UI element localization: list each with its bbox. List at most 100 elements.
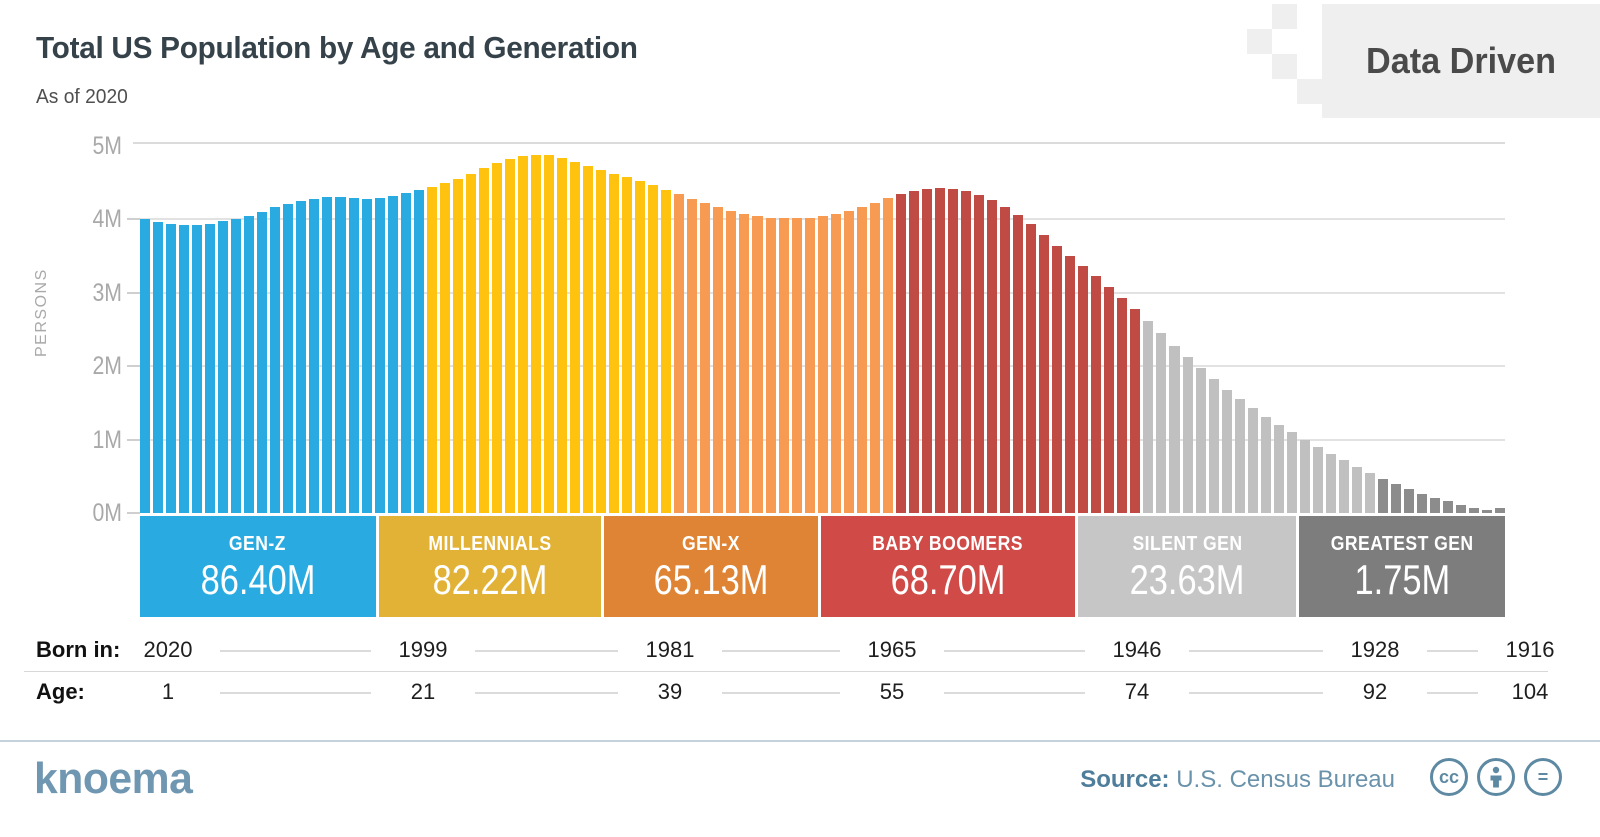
bar-age-104 bbox=[1495, 507, 1506, 513]
y-tick-label: 3M bbox=[92, 278, 122, 307]
bar-age-49 bbox=[778, 218, 789, 513]
generation-total: 86.40M bbox=[200, 556, 316, 603]
bars-container bbox=[140, 142, 1506, 513]
bar-age-92 bbox=[1338, 460, 1349, 513]
generation-name: GEN-X bbox=[682, 533, 741, 555]
page-subtitle: As of 2020 bbox=[36, 86, 128, 108]
bar-age-88 bbox=[1286, 432, 1297, 513]
bar-age-47 bbox=[752, 216, 763, 513]
bar-age-4 bbox=[192, 225, 203, 513]
bar-age-84 bbox=[1234, 399, 1245, 513]
bar-age-60 bbox=[921, 189, 932, 513]
bar-age-21 bbox=[413, 189, 424, 513]
generation-band-greatest-gen: GREATEST GEN 1.75M bbox=[1299, 516, 1505, 617]
bar-age-74 bbox=[1104, 286, 1115, 513]
axis-dash bbox=[1189, 650, 1323, 652]
checker-square bbox=[1297, 79, 1322, 104]
bar-age-15 bbox=[335, 197, 346, 513]
bar-age-99 bbox=[1430, 497, 1441, 513]
generation-total: 23.63M bbox=[1129, 556, 1245, 603]
bar-age-28 bbox=[504, 158, 515, 513]
bar-age-34 bbox=[583, 166, 594, 513]
born-year-1965: 1965 bbox=[867, 637, 917, 662]
bar-age-96 bbox=[1391, 483, 1402, 513]
attribution-icon[interactable] bbox=[1477, 758, 1515, 796]
bar-age-89 bbox=[1299, 439, 1310, 513]
bar-age-26 bbox=[478, 168, 489, 513]
axis-dash bbox=[944, 692, 1085, 694]
bar-age-0 bbox=[140, 219, 151, 513]
bar-age-30 bbox=[530, 154, 541, 513]
bar-age-90 bbox=[1312, 446, 1323, 513]
bar-age-45 bbox=[726, 211, 737, 513]
bar-age-18 bbox=[374, 197, 385, 513]
bar-age-63 bbox=[960, 191, 971, 513]
bar-age-56 bbox=[869, 203, 880, 513]
generation-name: SILENT GEN bbox=[1132, 533, 1243, 555]
age-value-55: 55 bbox=[879, 679, 905, 704]
axis-dash bbox=[475, 650, 618, 652]
age-value-21: 21 bbox=[410, 679, 436, 704]
age-value-74: 74 bbox=[1124, 679, 1150, 704]
bar-age-22 bbox=[426, 186, 437, 513]
bar-age-42 bbox=[687, 198, 698, 513]
bar-age-46 bbox=[739, 214, 750, 513]
bar-age-7 bbox=[231, 219, 242, 513]
bar-age-71 bbox=[1065, 255, 1076, 513]
generation-name: MILLENNIALS bbox=[428, 533, 552, 555]
bar-age-65 bbox=[987, 200, 998, 513]
bar-age-87 bbox=[1273, 424, 1284, 513]
generation-bands: GEN-Z 86.40M MILLENNIALS 82.22M GEN-X 65.13M B… bbox=[140, 516, 1505, 617]
bar-age-16 bbox=[348, 197, 359, 513]
bar-age-76 bbox=[1130, 308, 1141, 513]
footer-divider bbox=[0, 740, 1600, 742]
y-tick-mark bbox=[127, 291, 140, 294]
bar-age-62 bbox=[947, 189, 958, 513]
page-title: Total US Population by Age and Generatio… bbox=[36, 30, 638, 65]
cc-icon[interactable]: cc bbox=[1430, 758, 1468, 796]
axis-dash bbox=[722, 650, 840, 652]
bar-age-70 bbox=[1052, 245, 1063, 513]
y-axis-label: PERSONS bbox=[33, 268, 50, 357]
equal-icon[interactable]: = bbox=[1524, 758, 1562, 796]
plot-top-border bbox=[133, 142, 1505, 144]
bar-age-81 bbox=[1195, 368, 1206, 513]
checker-square bbox=[1272, 4, 1297, 29]
source-label: Source: bbox=[1080, 766, 1170, 793]
bar-age-36 bbox=[609, 173, 620, 513]
bar-age-9 bbox=[257, 211, 268, 513]
bar-age-93 bbox=[1351, 466, 1362, 513]
bar-age-13 bbox=[309, 198, 320, 513]
bar-age-11 bbox=[283, 203, 294, 513]
bar-age-50 bbox=[791, 218, 802, 513]
bar-age-78 bbox=[1156, 333, 1167, 513]
brand-logo[interactable]: knoema bbox=[34, 754, 193, 803]
bar-age-5 bbox=[205, 223, 216, 513]
data-driven-label: Data Driven bbox=[1365, 40, 1557, 81]
bar-age-8 bbox=[244, 215, 255, 513]
generation-band-gen-z: GEN-Z 86.40M bbox=[140, 516, 376, 617]
generation-total: 65.13M bbox=[653, 556, 769, 603]
y-tick-mark bbox=[127, 438, 140, 441]
bar-age-12 bbox=[296, 200, 307, 513]
bar-age-27 bbox=[491, 163, 502, 513]
bar-age-40 bbox=[661, 189, 672, 513]
bar-age-95 bbox=[1377, 478, 1388, 513]
y-tick-mark bbox=[127, 218, 140, 221]
y-tick-label: 1M bbox=[92, 425, 122, 454]
bar-age-3 bbox=[179, 225, 190, 513]
bar-age-73 bbox=[1091, 276, 1102, 513]
bar-age-55 bbox=[856, 207, 867, 513]
bar-age-1 bbox=[153, 222, 164, 513]
bar-age-85 bbox=[1247, 407, 1258, 513]
axis-dash bbox=[475, 692, 618, 694]
bar-age-66 bbox=[1000, 206, 1011, 513]
checker-square bbox=[1272, 54, 1297, 79]
born-year-1981: 1981 bbox=[645, 637, 695, 662]
bar-age-37 bbox=[622, 177, 633, 513]
born-row-label: Born in: bbox=[36, 637, 121, 662]
bar-age-64 bbox=[974, 194, 985, 513]
axis-dash bbox=[1427, 692, 1478, 694]
source-value: U.S. Census Bureau bbox=[1176, 766, 1395, 793]
age-value-104: 104 bbox=[1511, 679, 1549, 704]
